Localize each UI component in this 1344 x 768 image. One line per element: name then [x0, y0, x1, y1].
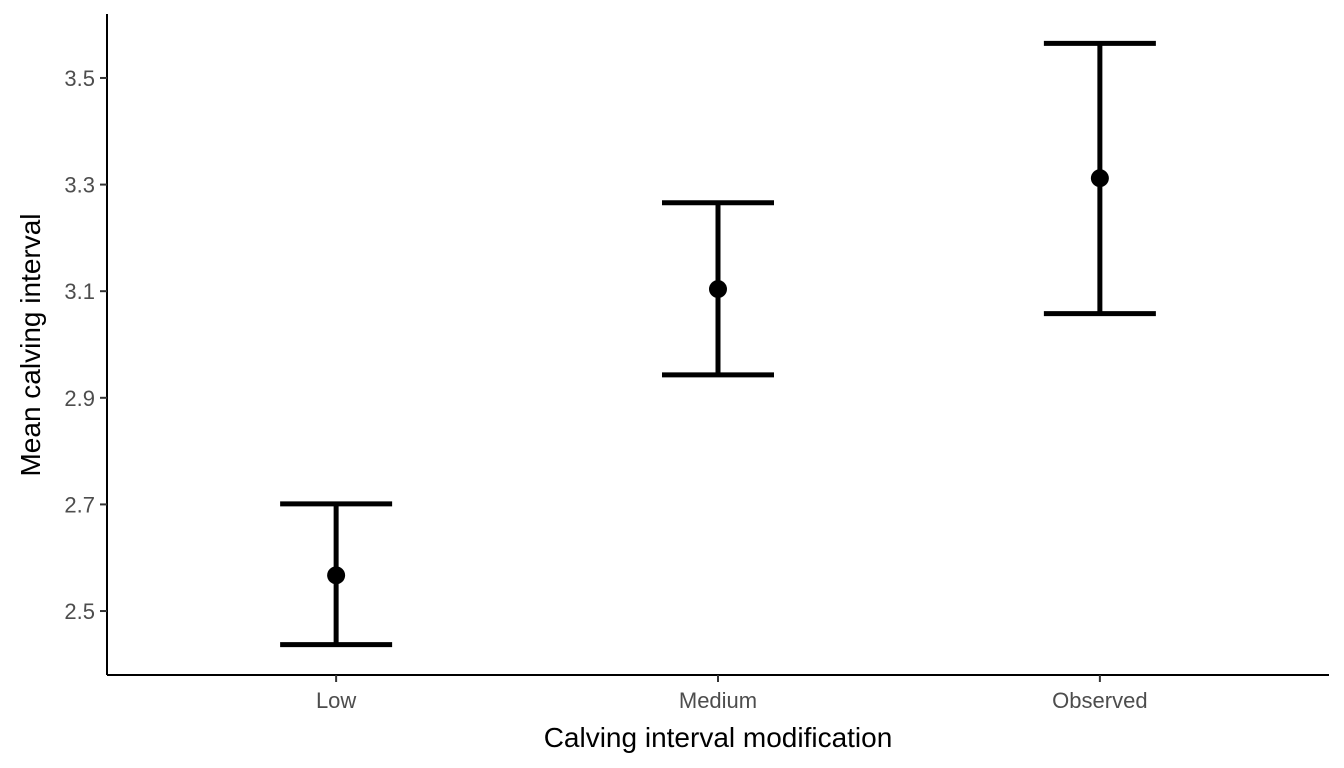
x-tick-label: Medium [679, 688, 757, 713]
x-axis-title: Calving interval modification [544, 722, 893, 753]
errorbar-low [280, 501, 393, 648]
y-tick-label: 3.3 [64, 173, 95, 198]
errorbar-observed [1043, 40, 1156, 317]
y-axis-ticks: 2.5 2.7 2.9 3.1 3.3 3.5 [64, 66, 107, 624]
y-tick-label: 2.9 [64, 386, 95, 411]
y-axis-title: Mean calving interval [15, 213, 46, 476]
y-tick-label: 2.7 [64, 492, 95, 517]
x-tick-label: Low [316, 688, 356, 713]
mean-point [709, 280, 727, 299]
error-bars [280, 40, 1156, 648]
x-axis-ticks: Low Medium Observed [316, 675, 1148, 713]
x-tick-label: Observed [1052, 688, 1147, 713]
y-tick-label: 2.5 [64, 599, 95, 624]
mean-point [327, 566, 346, 585]
y-tick-label: 3.5 [64, 66, 95, 91]
mean-point [1090, 169, 1109, 188]
errorbar-medium [662, 200, 774, 378]
y-tick-label: 3.1 [64, 279, 95, 304]
